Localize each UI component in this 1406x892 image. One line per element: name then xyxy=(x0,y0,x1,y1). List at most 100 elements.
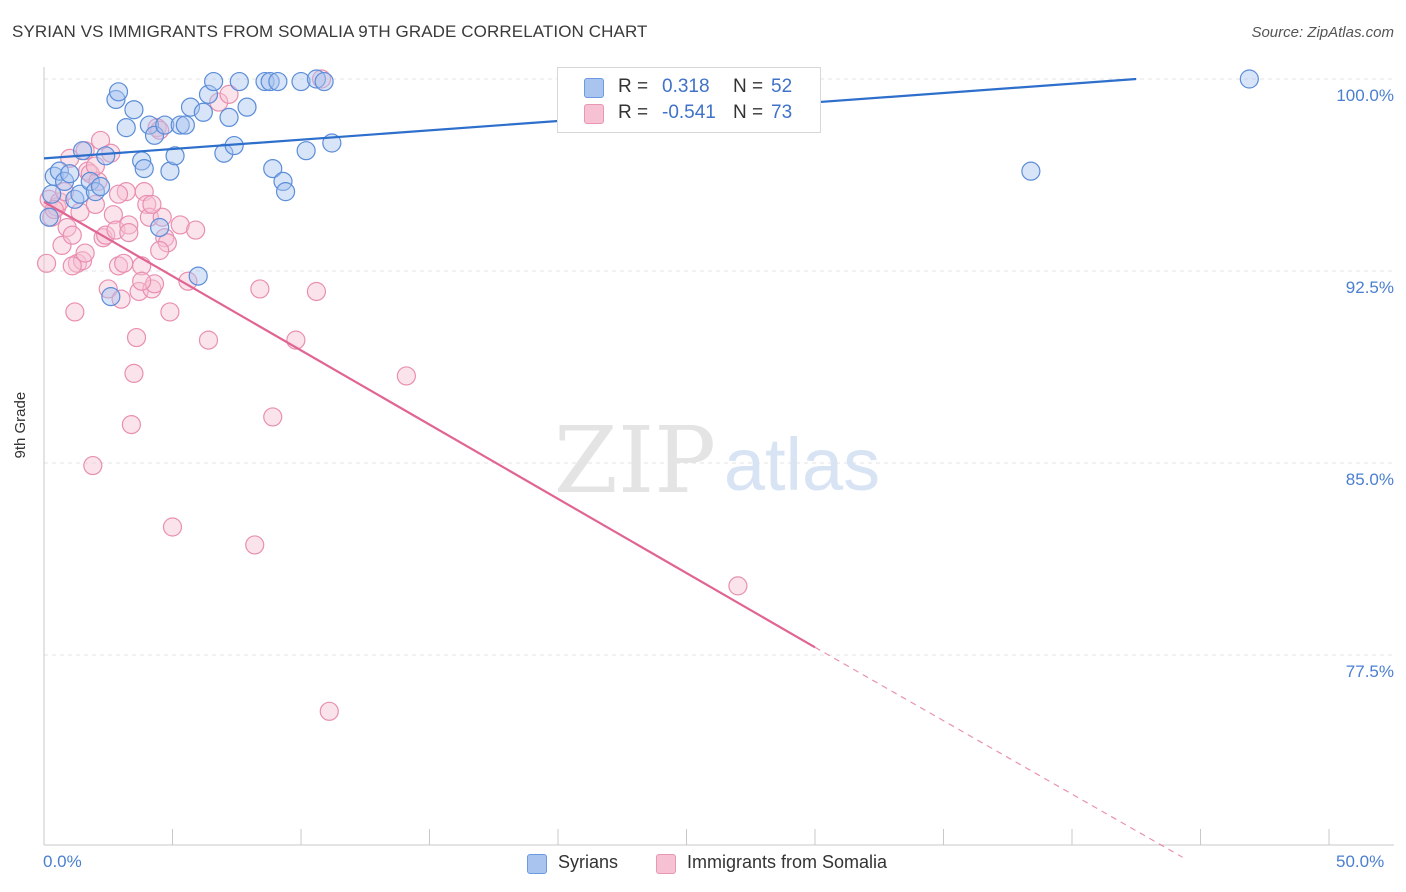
syrians-point xyxy=(219,107,239,128)
somalia-point xyxy=(98,279,118,299)
legend-n-label: N = xyxy=(733,76,764,97)
syrians-point xyxy=(44,166,64,186)
legend-row-syrians: R = 0.318 N = 52 xyxy=(558,76,820,102)
somalia-point xyxy=(36,253,57,273)
somalia-point xyxy=(67,253,88,273)
syrians-point xyxy=(1239,69,1259,89)
source-label: Source: ZipAtlas.com xyxy=(1251,24,1394,41)
syrians-point xyxy=(155,115,175,135)
legend-r-value: 0.318 xyxy=(662,76,710,97)
syrians-point xyxy=(150,217,170,238)
somalia-point xyxy=(72,251,93,271)
syrians-point xyxy=(175,115,195,135)
somalia-point xyxy=(132,271,152,291)
bottom-legend-swatch-syrians xyxy=(527,854,547,874)
x-tick-max: 50.0% xyxy=(1336,852,1385,871)
somalia-point xyxy=(65,302,85,322)
somalia-point xyxy=(119,223,139,243)
watermark-atlas: atlas xyxy=(724,423,880,506)
grid-lines xyxy=(44,78,1394,656)
syrians-point xyxy=(60,164,80,184)
chart-title: SYRIAN VS IMMIGRANTS FROM SOMALIA 9TH GR… xyxy=(12,22,648,41)
legend-r-label: R = xyxy=(618,102,649,123)
somalia-point xyxy=(62,225,82,245)
axes xyxy=(43,67,1394,846)
watermark-zip: ZIP xyxy=(554,407,716,514)
syrians-point xyxy=(144,125,165,145)
syrians-point xyxy=(106,89,126,110)
syrians-point xyxy=(108,82,129,102)
syrians-point xyxy=(134,159,154,179)
legend-swatch-somalia xyxy=(584,104,604,124)
syrians-point xyxy=(229,71,249,92)
syrians-point xyxy=(291,71,311,92)
somalia-point xyxy=(219,84,239,104)
syrians-point xyxy=(1021,161,1041,181)
legend-swatch-syrians xyxy=(584,78,604,98)
syrians-point xyxy=(188,266,208,286)
trend-line-somalia-extension xyxy=(814,646,1183,858)
somalia-point xyxy=(306,281,327,302)
bottom-legend-somalia: Immigrants from Somalia xyxy=(687,852,888,872)
somalia-point xyxy=(114,253,134,273)
syrians-point xyxy=(237,97,257,117)
somalia-point xyxy=(250,279,270,299)
legend-n-value: 73 xyxy=(771,102,793,123)
somalia-point xyxy=(209,92,229,112)
syrians-point xyxy=(65,189,85,209)
syrians-point xyxy=(180,97,201,117)
syrians-point xyxy=(116,118,136,138)
legend-row-somalia: R = -0.541 N = 73 xyxy=(558,102,820,128)
somalia-point xyxy=(162,517,183,537)
series-somalia-points xyxy=(36,69,748,721)
somalia-point xyxy=(150,240,170,261)
somalia-point xyxy=(155,228,175,248)
legend-r-label: R = xyxy=(618,76,649,97)
syrians-point xyxy=(165,146,185,166)
somalia-point xyxy=(198,330,219,350)
somalia-point xyxy=(75,243,95,263)
syrians-point xyxy=(85,182,106,202)
syrians-point xyxy=(193,102,213,122)
somalia-point xyxy=(121,415,141,435)
somalia-point xyxy=(150,120,170,140)
syrians-point xyxy=(296,141,316,161)
syrians-point xyxy=(198,84,219,104)
somalia-point xyxy=(126,327,147,348)
syrians-point xyxy=(96,146,116,166)
somalia-point xyxy=(108,256,129,276)
syrians-point xyxy=(39,207,59,227)
somalia-point xyxy=(263,407,283,427)
syrians-point xyxy=(139,115,159,135)
y-tick-label: 100.0% xyxy=(1336,86,1394,105)
syrians-point xyxy=(124,100,144,120)
watermark: ZIP atlas xyxy=(554,407,880,514)
syrians-point xyxy=(204,71,224,92)
syrians-point xyxy=(80,171,100,191)
somalia-point xyxy=(103,205,123,225)
syrians-point xyxy=(160,161,180,181)
somalia-point xyxy=(142,194,162,215)
syrians-point xyxy=(101,287,121,307)
somalia-point xyxy=(90,130,111,151)
somalia-point xyxy=(142,279,162,299)
somalia-point xyxy=(245,535,265,555)
somalia-point xyxy=(119,215,139,235)
syrians-point xyxy=(70,184,90,204)
somalia-point xyxy=(83,455,103,476)
somalia-point xyxy=(319,701,339,721)
syrians-point xyxy=(275,182,296,202)
y-tick-label: 92.5% xyxy=(1345,278,1394,297)
legend-n-value: 52 xyxy=(771,76,793,97)
bottom-legend-syrians: Syrians xyxy=(558,852,619,872)
syrians-point xyxy=(268,71,288,92)
trend-line-somalia xyxy=(43,200,816,649)
somalia-point xyxy=(62,256,82,276)
somalia-point xyxy=(170,215,190,235)
somalia-point xyxy=(186,220,206,240)
y-tick-label: 77.5% xyxy=(1345,662,1394,681)
syrians-point xyxy=(90,176,111,197)
syrians-point xyxy=(306,69,327,89)
somalia-point xyxy=(728,576,748,596)
somalia-point xyxy=(157,233,177,253)
